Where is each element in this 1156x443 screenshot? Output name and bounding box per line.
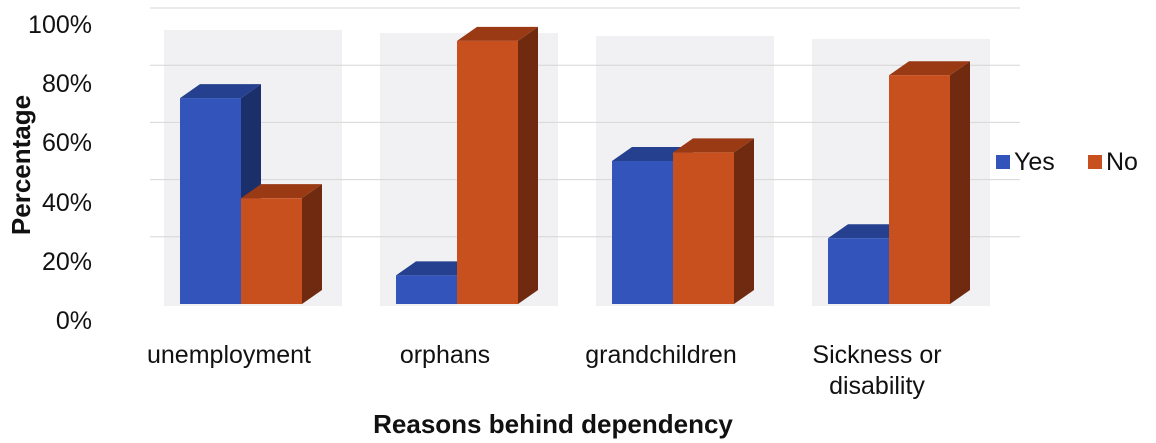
y-tick-label: 40% xyxy=(42,189,92,217)
legend-label-no: No xyxy=(1106,148,1138,176)
y-axis-title: Percentage xyxy=(6,95,36,235)
legend-label-yes: Yes xyxy=(1014,148,1055,176)
x-axis-title: Reasons behind dependency xyxy=(373,409,733,439)
category-label: Sickness or disability xyxy=(812,341,941,400)
y-tick-label: 100% xyxy=(28,11,92,39)
bar-top-face xyxy=(396,261,477,276)
bar-no-1 xyxy=(457,26,538,304)
legend-swatch-yes xyxy=(996,155,1010,169)
y-axis-ticks: 0% 20% 40% 60% 80% 100% xyxy=(28,11,92,335)
category-label-line: disability xyxy=(829,372,925,400)
category-label: orphans xyxy=(400,341,490,369)
bar-no-0 xyxy=(241,184,322,304)
category-label-line: Sickness or xyxy=(812,341,941,369)
bar-no-2 xyxy=(673,138,754,304)
bar-no-3 xyxy=(889,61,970,305)
bar-top-face xyxy=(889,61,970,76)
bar-top-face xyxy=(828,224,909,239)
legend: Yes No xyxy=(996,148,1138,176)
bar-front-face xyxy=(396,275,457,304)
bar-front-face xyxy=(241,198,302,304)
bar-front-face xyxy=(828,238,889,304)
category-label-line: grandchildren xyxy=(585,341,737,369)
category-label-line: orphans xyxy=(400,341,490,369)
bars xyxy=(180,26,970,305)
bar-top-face xyxy=(180,84,261,99)
bar-front-face xyxy=(673,152,734,304)
bar-top-face xyxy=(241,184,322,199)
bar-top-face xyxy=(612,147,693,161)
bar-side-face xyxy=(734,138,754,304)
y-tick-label: 0% xyxy=(56,307,92,335)
bar-side-face xyxy=(518,26,538,304)
y-tick-label: 20% xyxy=(42,248,92,276)
category-labels: unemployment orphans grandchildren Sickness… xyxy=(147,341,942,400)
bar-front-face xyxy=(889,75,950,304)
bar-front-face xyxy=(612,161,673,304)
category-label-line: unemployment xyxy=(147,341,311,369)
bar-side-face xyxy=(950,61,970,305)
category-label: grandchildren xyxy=(585,341,737,369)
category-label: unemployment xyxy=(147,341,311,369)
bar-top-face xyxy=(457,26,538,41)
y-tick-label: 60% xyxy=(42,129,92,157)
y-tick-label: 80% xyxy=(42,70,92,98)
bar-side-face xyxy=(302,184,322,304)
bar-front-face xyxy=(180,98,241,304)
bar-top-face xyxy=(673,138,754,153)
legend-swatch-no xyxy=(1088,155,1102,169)
bar-front-face xyxy=(457,40,518,304)
